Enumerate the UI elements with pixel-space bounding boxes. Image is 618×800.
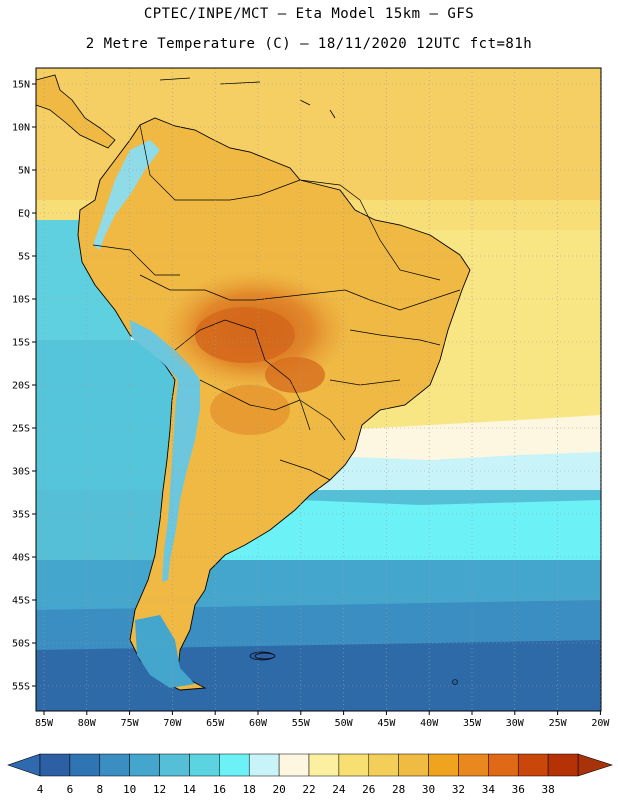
colorbar-label: 26 — [362, 783, 375, 796]
colorbar-label: 10 — [123, 783, 136, 796]
lat-tick-label: 15S — [12, 338, 30, 349]
colorbar-label: 30 — [422, 783, 435, 796]
colorbar-swatch — [368, 753, 399, 777]
patagonia-cool-tip — [135, 615, 195, 688]
ocean-band-south-deepest — [36, 640, 601, 711]
andes-cold-strip — [130, 320, 200, 582]
colorbar-swatch — [278, 753, 310, 777]
colorbar-swatch — [159, 753, 190, 777]
colorbar-label: 34 — [482, 783, 496, 796]
falkland-islands — [254, 652, 276, 660]
map-frame — [35, 67, 602, 712]
lat-tick-label: 40S — [12, 553, 30, 564]
lon-tick-label: 45W — [377, 718, 396, 729]
lat-tick-label: 10S — [12, 295, 30, 306]
colorbar-label: 16 — [213, 783, 226, 796]
colorbar-label: 20 — [272, 783, 285, 796]
colorbar-swatch — [308, 753, 340, 777]
colorbar-swatch — [219, 753, 250, 777]
map-field — [36, 68, 601, 711]
colorbar-label: 18 — [243, 783, 256, 796]
colorbar-swatch — [99, 753, 130, 777]
country-borders — [92, 124, 461, 481]
colorbar-label: 38 — [541, 783, 554, 796]
lat-tick-label: 55S — [12, 682, 30, 693]
lon-tick-label: 80W — [78, 718, 97, 729]
colorbar-label: 12 — [153, 783, 166, 796]
colorbar-label: 4 — [37, 783, 44, 796]
lon-tick-label: 20W — [591, 718, 610, 729]
colorbar-label: 32 — [452, 783, 465, 796]
colorbar-swatch — [398, 753, 429, 777]
colorbar-swatch — [248, 753, 280, 777]
lat-tick-label: EQ — [18, 209, 30, 220]
latitude-axis: 15N 10N 5N EQ 5S 10S 15S 20S 25S 30S 35S 40S 45S 50S 5… — [12, 80, 36, 693]
colorbar-label: 36 — [512, 783, 525, 796]
lon-tick-label: 70W — [163, 718, 182, 729]
colorbar: 4 6 8 10 12 14 16 18 20 22 24 26 28 30 32 34 36 38 — [7, 753, 613, 796]
lat-tick-label: 35S — [12, 510, 30, 521]
caribbean-islands — [159, 77, 336, 119]
heat-core-south — [265, 357, 325, 393]
colorbar-label: 14 — [183, 783, 197, 796]
lon-tick-label: 25W — [549, 718, 568, 729]
lat-tick-label: 5S — [18, 252, 30, 263]
lat-tick-label: 45S — [12, 596, 30, 607]
heat-core-center — [195, 307, 295, 363]
lon-tick-label: 50W — [335, 718, 354, 729]
lat-tick-label: 15N — [12, 80, 30, 91]
title-line-1: CPTEC/INPE/MCT – Eta Model 15km – GFS — [143, 6, 475, 22]
colorbar-swatch — [517, 753, 549, 777]
colorbar-label: 24 — [332, 783, 346, 796]
colorbar-under-arrow — [7, 753, 41, 777]
warm-chaco — [210, 385, 290, 435]
south-georgia-island — [452, 679, 458, 685]
colorbar-over-arrow — [577, 753, 613, 777]
colorbar-swatch — [428, 753, 459, 777]
colorbar-swatch — [458, 753, 489, 777]
lon-tick-label: 40W — [420, 718, 439, 729]
lat-tick-label: 20S — [12, 381, 30, 392]
lon-tick-label: 85W — [35, 718, 54, 729]
title-line-2: 2 Metre Temperature (C) – 18/11/2020 12U… — [85, 36, 533, 52]
lat-tick-label: 25S — [12, 424, 30, 435]
lon-tick-label: 35W — [463, 718, 482, 729]
colorbar-swatch — [129, 753, 160, 777]
lat-tick-label: 30S — [12, 467, 30, 478]
colorbar-swatch — [69, 753, 101, 777]
lon-tick-label: 30W — [506, 718, 525, 729]
colorbar-swatch — [39, 753, 71, 777]
lon-tick-label: 75W — [121, 718, 140, 729]
colorbar-label: 6 — [67, 783, 74, 796]
colorbar-swatch — [189, 753, 220, 777]
colorbar-label: 22 — [302, 783, 315, 796]
ocean-band-pacific-mid — [36, 340, 176, 490]
lat-tick-label: 5N — [18, 166, 30, 177]
colorbar-label: 8 — [96, 783, 103, 796]
central-america-land — [36, 74, 116, 149]
lat-tick-label: 50S — [12, 639, 30, 650]
lon-tick-label: 65W — [206, 718, 225, 729]
colorbar-swatch — [488, 753, 519, 777]
lat-tick-label: 10N — [12, 123, 30, 134]
lon-tick-label: 55W — [292, 718, 311, 729]
colorbar-label: 28 — [392, 783, 405, 796]
longitude-axis: 85W 80W 75W 70W 65W 60W 55W 50W 45W 40W 35W 30W 25W 2… — [35, 711, 610, 729]
lon-tick-label: 60W — [249, 718, 268, 729]
colorbar-swatch — [547, 753, 579, 777]
andes-northern-streak — [93, 140, 160, 250]
colorbar-swatch — [338, 753, 370, 777]
